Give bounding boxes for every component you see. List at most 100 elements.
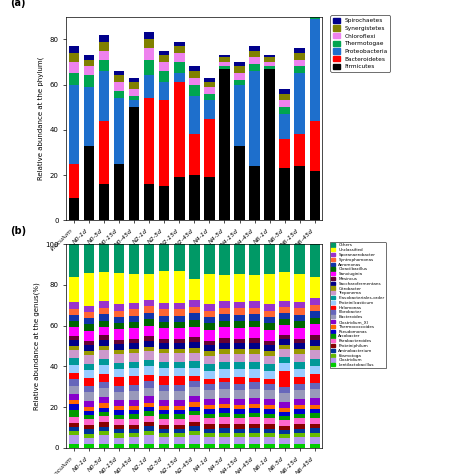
Bar bbox=[69, 84, 79, 164]
Bar bbox=[174, 343, 184, 349]
Bar bbox=[174, 316, 184, 322]
Bar bbox=[204, 379, 215, 383]
Bar bbox=[114, 304, 124, 310]
Bar bbox=[189, 348, 200, 353]
Bar bbox=[234, 321, 245, 328]
Bar bbox=[279, 168, 290, 220]
Bar bbox=[129, 78, 139, 82]
Bar bbox=[249, 244, 260, 275]
Bar bbox=[114, 444, 124, 448]
Bar bbox=[99, 403, 109, 408]
Bar bbox=[99, 412, 109, 416]
Bar bbox=[84, 341, 94, 345]
Bar bbox=[234, 274, 245, 302]
Bar bbox=[279, 100, 290, 107]
Bar bbox=[264, 410, 275, 414]
Bar bbox=[234, 437, 245, 444]
Bar bbox=[84, 438, 94, 444]
Bar bbox=[99, 346, 109, 350]
Bar bbox=[99, 427, 109, 431]
Bar bbox=[279, 93, 290, 100]
Bar bbox=[114, 98, 124, 164]
Bar bbox=[279, 393, 290, 401]
Bar bbox=[129, 444, 139, 448]
Bar bbox=[69, 328, 79, 336]
Bar bbox=[204, 371, 215, 379]
Bar bbox=[279, 408, 290, 411]
Bar bbox=[219, 321, 230, 328]
Bar bbox=[114, 406, 124, 410]
Bar bbox=[279, 339, 290, 345]
Bar bbox=[310, 428, 320, 433]
Bar bbox=[99, 340, 109, 346]
Bar bbox=[84, 364, 94, 370]
Bar bbox=[159, 62, 170, 71]
Bar bbox=[159, 309, 170, 316]
Bar bbox=[204, 356, 215, 364]
Bar bbox=[174, 53, 184, 62]
Bar bbox=[129, 303, 139, 309]
Bar bbox=[310, 12, 320, 19]
Bar bbox=[279, 430, 290, 434]
Bar bbox=[219, 308, 230, 314]
Bar bbox=[174, 272, 184, 303]
Bar bbox=[69, 73, 79, 84]
Bar bbox=[69, 431, 79, 436]
Bar bbox=[249, 314, 260, 321]
Bar bbox=[279, 325, 290, 335]
Bar bbox=[204, 304, 215, 310]
Bar bbox=[99, 365, 109, 374]
Bar bbox=[159, 429, 170, 433]
Bar bbox=[294, 321, 305, 328]
Bar bbox=[310, 424, 320, 428]
Bar bbox=[144, 32, 155, 39]
Bar bbox=[114, 433, 124, 438]
Bar bbox=[159, 55, 170, 62]
Bar bbox=[99, 301, 109, 308]
Bar bbox=[310, 418, 320, 424]
Bar bbox=[294, 166, 305, 220]
Bar bbox=[234, 73, 245, 80]
Bar bbox=[114, 91, 124, 98]
Bar bbox=[174, 376, 184, 385]
Bar bbox=[144, 313, 155, 319]
Bar bbox=[69, 302, 79, 309]
Bar bbox=[144, 431, 155, 435]
Bar bbox=[99, 35, 109, 42]
Bar bbox=[144, 244, 155, 274]
Bar bbox=[279, 419, 290, 426]
Bar bbox=[189, 84, 200, 96]
Bar bbox=[114, 317, 124, 323]
Bar bbox=[234, 369, 245, 377]
Bar bbox=[204, 444, 215, 448]
Bar bbox=[264, 345, 275, 351]
Bar bbox=[264, 274, 275, 304]
Bar bbox=[84, 306, 94, 312]
Bar bbox=[279, 107, 290, 114]
Bar bbox=[310, 0, 320, 5]
Bar bbox=[279, 244, 290, 273]
Bar bbox=[69, 427, 79, 431]
Bar bbox=[204, 345, 215, 351]
Bar bbox=[69, 315, 79, 321]
Bar bbox=[99, 382, 109, 389]
Bar bbox=[264, 414, 275, 418]
Bar bbox=[294, 343, 305, 349]
Bar bbox=[159, 354, 170, 362]
Bar bbox=[114, 425, 124, 429]
Bar bbox=[99, 184, 109, 220]
Bar bbox=[144, 366, 155, 375]
Bar bbox=[99, 350, 109, 359]
Bar bbox=[219, 404, 230, 409]
Bar bbox=[159, 438, 170, 444]
Bar bbox=[219, 301, 230, 308]
Bar bbox=[219, 417, 230, 424]
Bar bbox=[310, 346, 320, 350]
Bar bbox=[84, 87, 94, 146]
Bar bbox=[84, 55, 94, 60]
Bar bbox=[294, 48, 305, 53]
Bar bbox=[114, 415, 124, 419]
Bar bbox=[174, 438, 184, 444]
Bar bbox=[144, 184, 155, 220]
Bar bbox=[294, 53, 305, 60]
